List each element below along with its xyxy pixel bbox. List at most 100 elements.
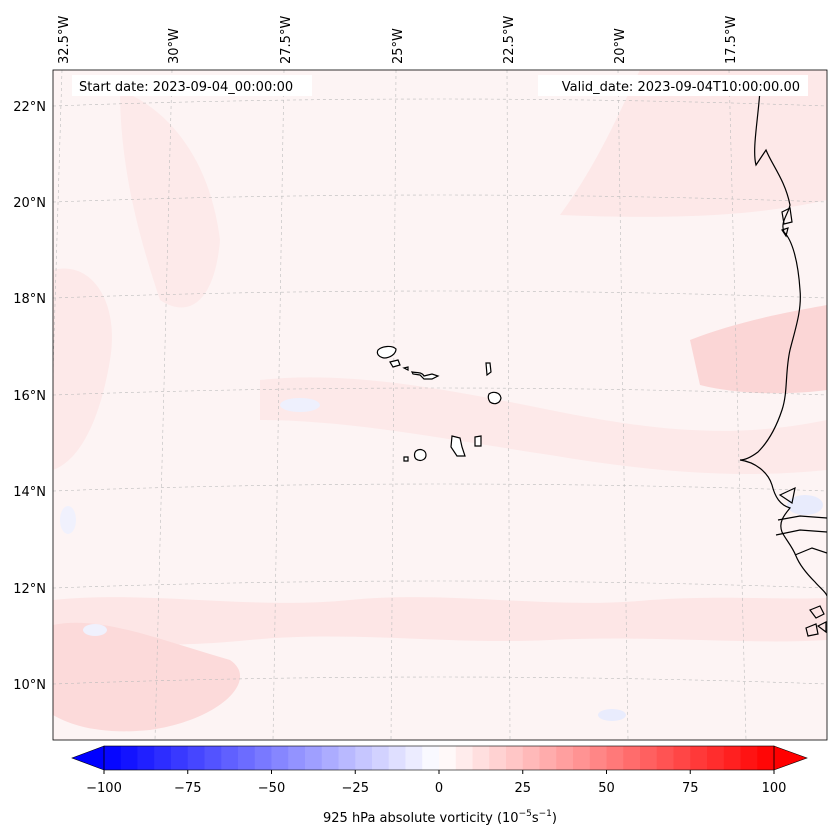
vorticity-band-pos — [53, 597, 827, 645]
vorticity-band-pos — [560, 70, 827, 217]
colorbar-cell — [673, 746, 691, 770]
meridian — [617, 70, 629, 740]
date-header: Start date: 2023-09-04_00:00:00 Valid_da… — [72, 75, 808, 96]
colorbar-tick-label: −50 — [258, 781, 285, 796]
coast-island — [781, 227, 789, 238]
colorbar-tick-label: −75 — [174, 781, 201, 796]
island-santiago — [450, 435, 466, 457]
colorbar-cell — [355, 746, 373, 770]
island-santo-antao — [376, 345, 397, 359]
colorbar-cell — [372, 746, 390, 770]
colorbar-tick-label: −100 — [86, 781, 122, 796]
lon-label: 25°W — [391, 28, 406, 64]
west-africa-coast — [739, 89, 827, 597]
colorbar-cell — [422, 746, 440, 770]
colorbar-cell — [740, 746, 758, 770]
colorbar-label-unit: s — [532, 811, 539, 826]
parallel — [53, 194, 827, 203]
coast-inlet — [775, 529, 827, 536]
lat-label: 12°N — [13, 582, 46, 597]
colorbar-tick-label: 100 — [762, 781, 787, 796]
island-sao-nicolau — [410, 371, 440, 380]
colorbar-ticks: −100 −75 −50 −25 0 25 50 75 100 — [86, 770, 786, 796]
island-brava — [403, 456, 409, 462]
colorbar-cell — [656, 746, 674, 770]
colorbar-cell — [455, 746, 473, 770]
colorbar-label-text: 925 hPa absolute vorticity (10 — [323, 811, 519, 826]
coastline — [739, 89, 827, 637]
colorbar-cell — [472, 746, 490, 770]
island-sal — [485, 362, 492, 377]
colorbar-cell — [589, 746, 607, 770]
colorbar-cell — [506, 746, 524, 770]
meridian — [390, 70, 397, 740]
colorbar-cell — [723, 746, 741, 770]
meridian — [728, 70, 747, 740]
colorbar-tick-label: 75 — [682, 781, 699, 796]
colorbar-cell — [757, 746, 775, 770]
colorbar-label-end: ) — [552, 811, 557, 826]
island-boa-vista — [487, 391, 502, 405]
meridian — [154, 70, 173, 740]
colorbar: −100 −75 −50 −25 0 25 50 75 100 925 hPa … — [71, 745, 808, 826]
coast-island — [805, 623, 819, 637]
coast-inlet — [777, 515, 827, 521]
colorbar-cell — [187, 746, 205, 770]
lon-label: 17.5°W — [724, 16, 739, 64]
colorbar-cell — [690, 746, 708, 770]
vorticity-field — [53, 70, 827, 732]
coast-island — [816, 621, 827, 634]
vorticity-band-pos — [53, 622, 241, 732]
lat-label: 10°N — [13, 678, 46, 693]
vorticity-band-neg — [83, 624, 107, 636]
colorbar-cells — [104, 746, 775, 770]
colorbar-label-exp1: −5 — [519, 809, 532, 819]
lat-label: 18°N — [13, 292, 46, 307]
vorticity-band-pos — [53, 268, 112, 470]
colorbar-cell — [405, 746, 423, 770]
vorticity-band-pos — [120, 90, 220, 308]
colorbar-max-extend — [773, 745, 808, 771]
colorbar-tick-label: −25 — [342, 781, 369, 796]
colorbar-label-exp2: −1 — [539, 809, 552, 819]
lon-label: 27.5°W — [279, 16, 294, 64]
parallel — [53, 676, 827, 685]
colorbar-cell — [573, 746, 591, 770]
parallel — [53, 483, 827, 492]
colorbar-cell — [288, 746, 306, 770]
colorbar-label: 925 hPa absolute vorticity (10−5s−1) — [323, 809, 557, 826]
colorbar-tick-label: 25 — [514, 781, 531, 796]
colorbar-cell — [204, 746, 222, 770]
island-santa-luzia — [402, 366, 409, 371]
lon-label: 20°W — [613, 28, 628, 64]
coast-inlet — [794, 547, 827, 556]
meridian — [506, 70, 511, 740]
lon-label: 30°W — [167, 28, 182, 64]
colorbar-cell — [539, 746, 557, 770]
colorbar-cell — [154, 746, 172, 770]
island-maio — [474, 435, 482, 447]
colorbar-cell — [522, 746, 540, 770]
colorbar-cell — [120, 746, 138, 770]
colorbar-cell — [238, 746, 256, 770]
colorbar-cell — [439, 746, 457, 770]
parallel — [53, 580, 827, 589]
lat-label: 22°N — [13, 100, 46, 115]
colorbar-cell — [137, 746, 155, 770]
parallel — [53, 290, 827, 299]
colorbar-cell — [556, 746, 574, 770]
vorticity-band-pos — [260, 377, 827, 475]
colorbar-cell — [171, 746, 189, 770]
parallel — [53, 387, 827, 396]
longitude-labels: 32.5°W 30°W 27.5°W 25°W 22.5°W 20°W 17.5… — [57, 16, 739, 64]
lat-label: 16°N — [13, 389, 46, 404]
island-sao-vicente — [389, 359, 401, 368]
latitude-labels: 22°N 20°N 18°N 16°N 14°N 12°N 10°N — [13, 100, 46, 693]
cape-verde-islands — [376, 345, 502, 462]
coast-island — [809, 605, 825, 619]
lat-label: 14°N — [13, 485, 46, 500]
coast-inlet — [778, 486, 796, 504]
graticule — [53, 70, 827, 740]
colorbar-cell — [606, 746, 624, 770]
